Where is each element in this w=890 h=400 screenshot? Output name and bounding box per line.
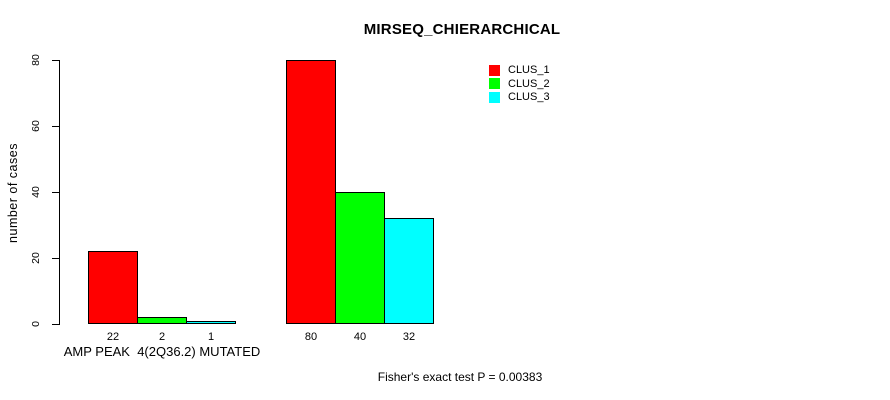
y-tick-label: 80 [30,54,42,66]
y-tick-mark [52,258,59,259]
bar-value-label: 1 [207,331,215,343]
bar-group2-clus_1 [286,60,336,324]
y-tick-label: 60 [30,120,42,132]
y-tick-label: 20 [30,252,42,264]
bar-value-label: 2 [158,331,166,343]
legend-label: CLUS_3 [508,91,550,103]
y-tick-mark [52,126,59,127]
chart-title: MIRSEQ_CHIERARCHICAL [363,21,561,38]
y-tick-label: 40 [30,186,42,198]
legend-item-clus_3: CLUS_3 [489,91,550,103]
fisher-test-caption: Fisher's exact test P = 0.00383 [377,370,543,384]
legend-label: CLUS_2 [508,77,550,90]
bar-group1-clus_1 [88,251,138,324]
y-axis-line [59,60,60,325]
legend-item-clus_2: CLUS_2 [489,78,550,90]
bar-group1-clus_3 [186,321,236,324]
y-tick-mark [52,192,59,193]
y-tick-label: 0 [30,321,42,327]
y-tick-mark [52,60,59,61]
y-axis-title: number of cases [6,143,20,243]
bar-group2-clus_3 [384,218,434,324]
bar-value-label: 40 [353,331,367,343]
legend-swatch [489,91,500,103]
legend-swatch [489,64,500,76]
y-tick-mark [52,324,59,325]
bar-group1-clus_2 [137,317,187,324]
bar-group2-clus_2 [335,192,385,324]
x-axis-group-label: AMP PEAK 4(2Q36.2) MUTATED [63,344,261,359]
legend-item-clus_1: CLUS_1 [489,64,550,76]
bar-value-label: 22 [106,331,120,343]
bar-value-label: 32 [402,331,416,343]
legend-swatch [489,78,500,89]
legend-label: CLUS_1 [508,64,550,76]
bar-value-label: 80 [304,331,318,343]
